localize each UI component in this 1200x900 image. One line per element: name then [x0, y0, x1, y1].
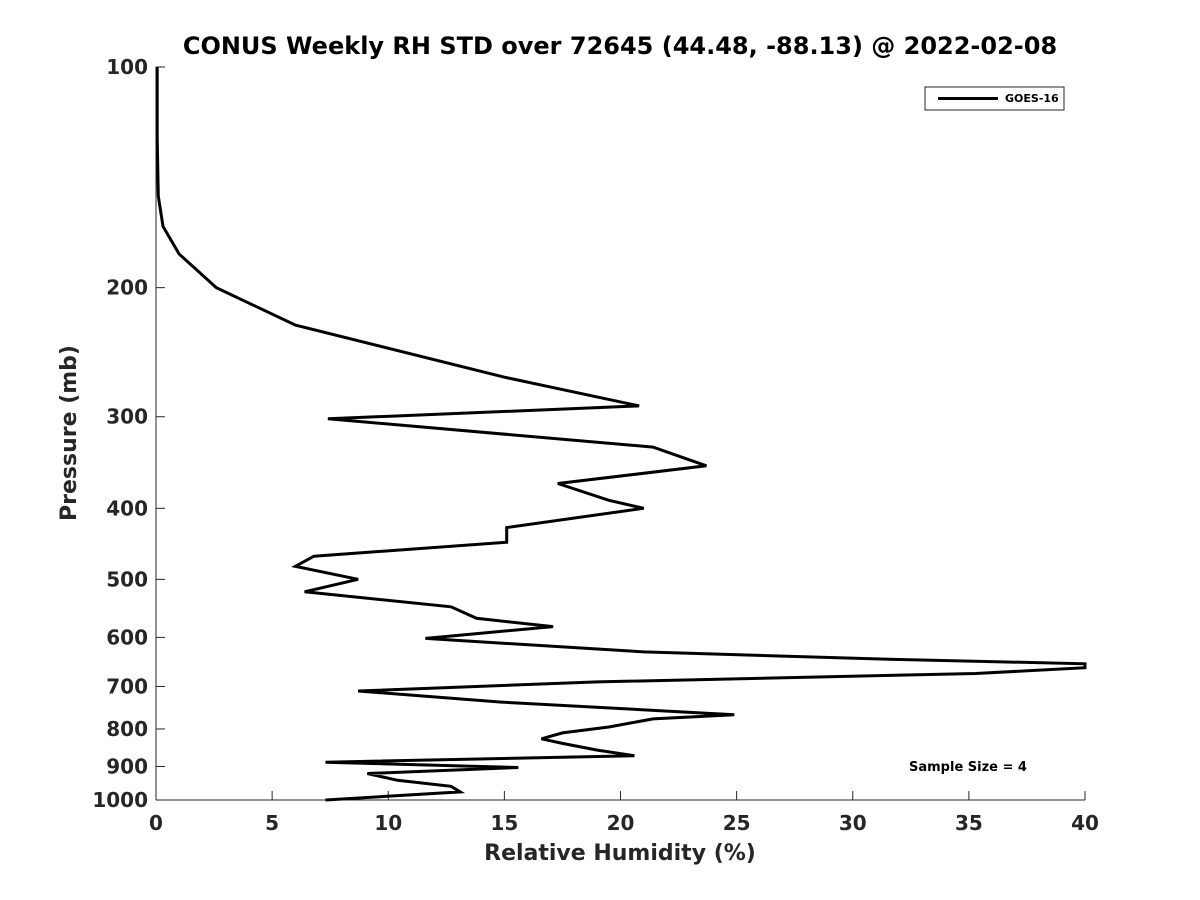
y-tick-label: 900 [106, 754, 148, 778]
legend: GOES-16 [924, 86, 1065, 111]
axes [155, 67, 1085, 801]
x-tick-label: 15 [490, 811, 518, 835]
y-axis-label: Pressure (mb) [57, 345, 82, 521]
x-axis-label: Relative Humidity (%) [484, 841, 756, 866]
y-tick-label: 100 [106, 55, 148, 79]
y-tick-label: 1000 [92, 788, 148, 812]
y-tick-label: 200 [106, 276, 148, 300]
x-tick-label: 25 [723, 811, 751, 835]
y-tick-label: 600 [106, 625, 148, 649]
y-tick-label: 500 [106, 567, 148, 591]
x-tick-label: 10 [374, 811, 402, 835]
x-ticks: 0 5 10 15 20 25 30 35 40 [149, 791, 1099, 835]
x-tick-label: 40 [1071, 811, 1099, 835]
x-tick-label: 35 [955, 811, 983, 835]
y-ticks: 100 200 300 400 500 600 700 800 900 1000 [92, 55, 165, 812]
y-tick-label: 700 [106, 674, 148, 698]
y-tick-label: 800 [106, 717, 148, 741]
sample-size-annotation: Sample Size = 4 [909, 760, 1027, 775]
x-tick-label: 30 [839, 811, 867, 835]
x-tick-label: 0 [149, 811, 163, 835]
x-tick-label: 5 [265, 811, 279, 835]
series-line-goes-16 [155, 67, 1087, 802]
legend-label-goes-16: GOES-16 [1005, 92, 1059, 105]
x-tick-label: 20 [607, 811, 635, 835]
y-tick-label: 300 [106, 405, 148, 429]
chart-title: CONUS Weekly RH STD over 72645 (44.48, -… [183, 32, 1057, 60]
y-tick-label: 400 [106, 496, 148, 520]
series-layer [155, 67, 1087, 802]
